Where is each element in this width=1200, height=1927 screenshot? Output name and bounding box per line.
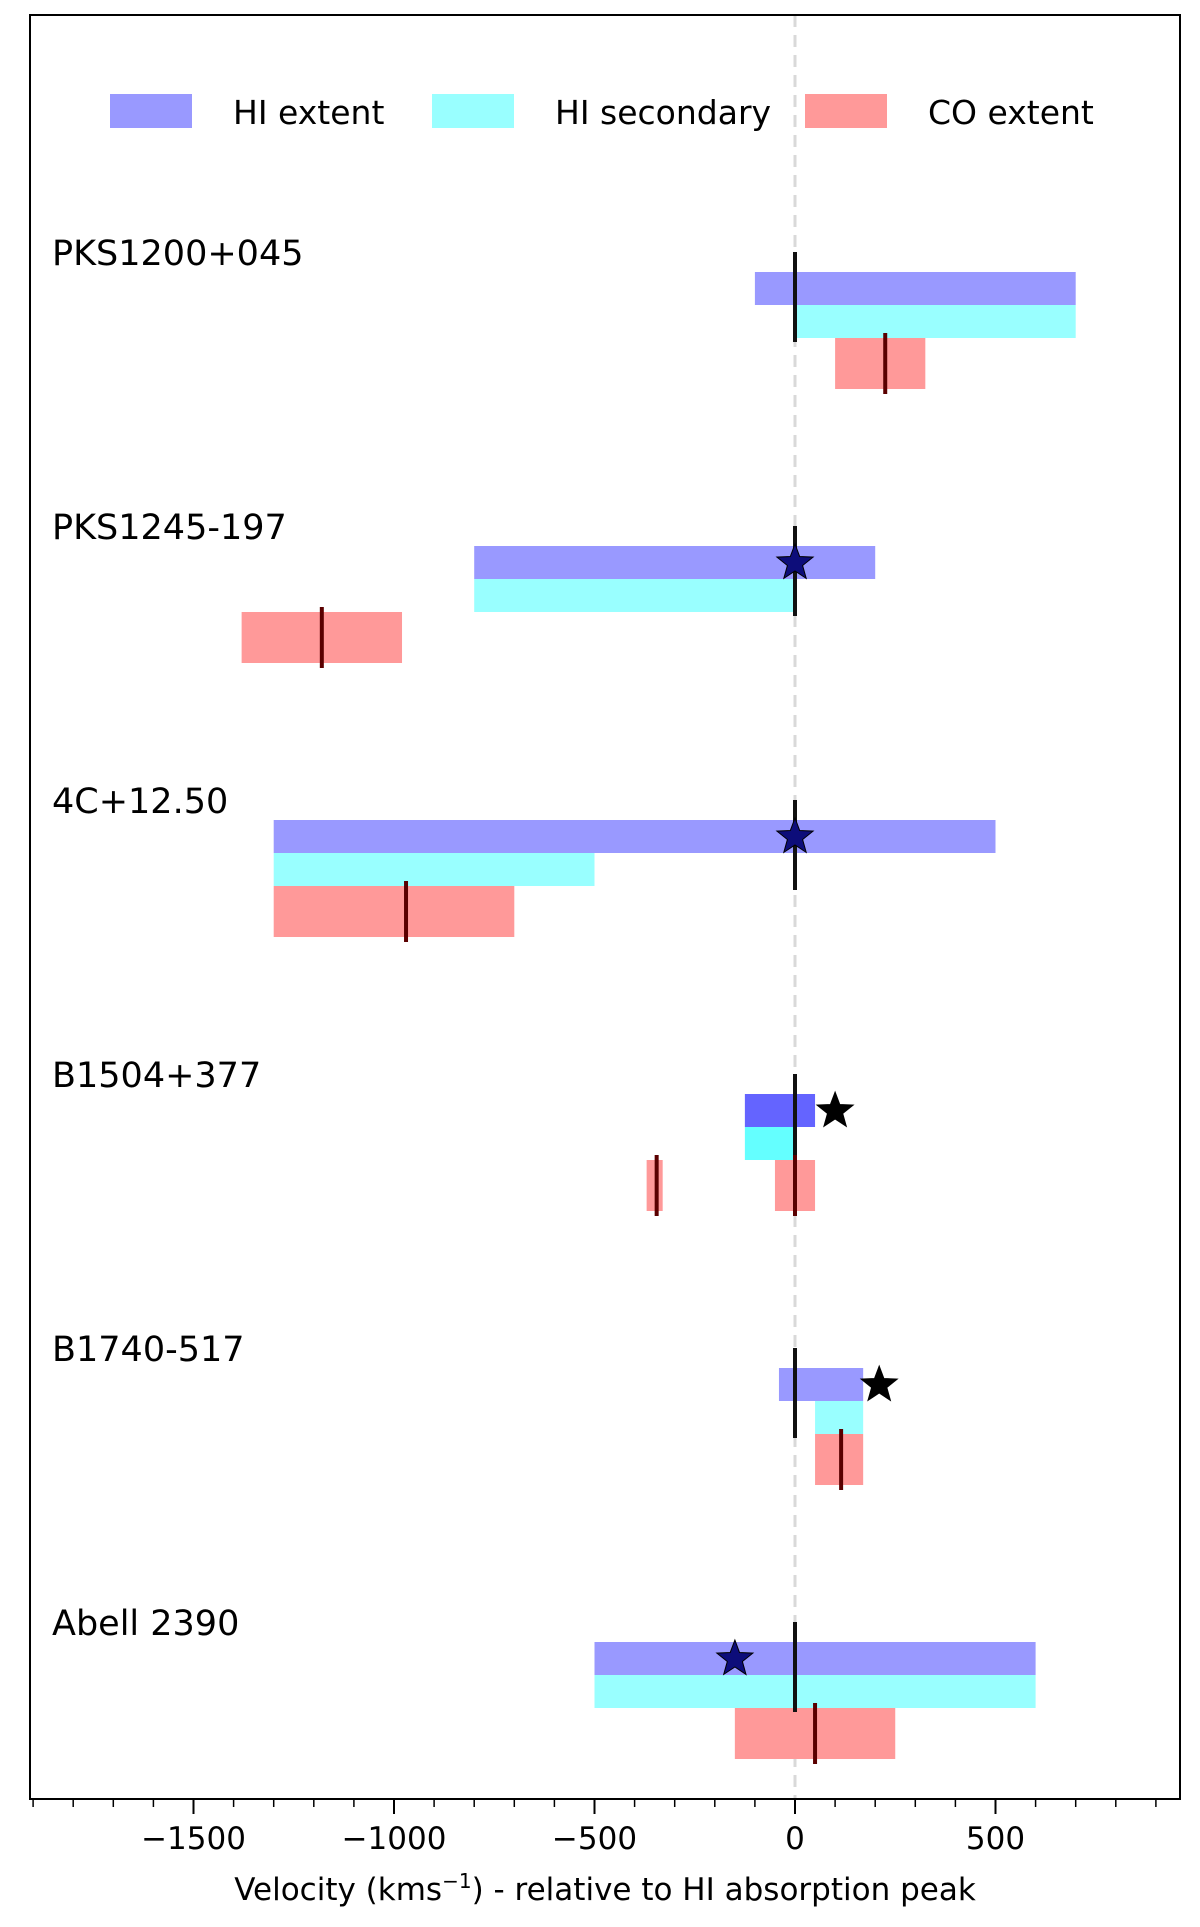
co-extent-bar-pks1200-045-0: [835, 338, 926, 389]
star-marker-b1504-377: [815, 1090, 855, 1128]
x-axis-label: Velocity (kms−1) - relative to HI absorp…: [234, 1869, 976, 1908]
source-label-pks1245-197: PKS1245-197: [52, 508, 287, 548]
x-tick-label: −1500: [141, 1821, 246, 1857]
legend: HI extent HI secondary CO extent: [110, 93, 1094, 132]
source-label-pks1200-045: PKS1200+045: [52, 234, 303, 274]
bars-group: [241, 272, 1076, 1759]
legend-swatch-hi_secondary: [432, 94, 514, 128]
hi-secondary-bar-4c-12-50: [273, 853, 595, 886]
hi-secondary-bar-b1504-377: [744, 1127, 795, 1160]
star-marker-b1740-517: [859, 1364, 899, 1402]
hi-extent-bar-b1504-377: [744, 1094, 816, 1127]
co-extent-bar-b1740-517-0: [815, 1434, 864, 1485]
hi-extent-bar-pks1200-045: [754, 272, 1076, 305]
x-tick-label: 0: [785, 1821, 805, 1857]
hi-secondary-bar-pks1245-197: [474, 579, 795, 612]
legend-label-hi_extent: HI extent: [233, 93, 384, 132]
plot-frame: [29, 14, 1181, 1800]
hi-extent-bar-b1740-517: [778, 1368, 864, 1401]
source-label-b1740-517: B1740-517: [52, 1330, 245, 1370]
co-extent-bar-4c-12-50-0: [273, 886, 515, 937]
legend-label-co_extent: CO extent: [928, 93, 1094, 132]
source-label-b1504-377: B1504+377: [52, 1056, 261, 1096]
source-labels: PKS1200+045 PKS1245-197 4C+12.50 B1504+377 B…: [52, 234, 303, 1644]
legend-label-hi_secondary: HI secondary: [555, 93, 771, 132]
legend-swatch-hi_extent: [110, 94, 192, 128]
hi-secondary-bar-b1740-517: [815, 1401, 864, 1434]
x-tick-label: −1000: [342, 1821, 447, 1857]
x-axis: −1500 −1000 −500 0 500: [32, 1799, 1157, 1857]
hi-secondary-bar-abell-2390: [594, 1675, 1036, 1708]
markers-group: [319, 252, 899, 1764]
co-extent-bar-b1504-377-0: [646, 1160, 663, 1211]
source-label-4c-12-50: 4C+12.50: [52, 782, 228, 822]
star-marker-abell-2390: [715, 1638, 755, 1676]
star-marker-4c-12-50: [775, 816, 815, 854]
star-marker-pks1245-197: [775, 542, 815, 580]
x-tick-label: −500: [552, 1821, 637, 1857]
legend-swatch-co_extent: [805, 94, 887, 128]
x-tick-label: 500: [966, 1821, 1025, 1857]
source-label-abell-2390: Abell 2390: [52, 1604, 239, 1644]
hi-extent-bar-abell-2390: [594, 1642, 1036, 1675]
hi-secondary-bar-pks1200-045: [795, 305, 1076, 338]
hi-extent-bar-4c-12-50: [273, 820, 996, 853]
hi-extent-bar-pks1245-197: [474, 546, 876, 579]
